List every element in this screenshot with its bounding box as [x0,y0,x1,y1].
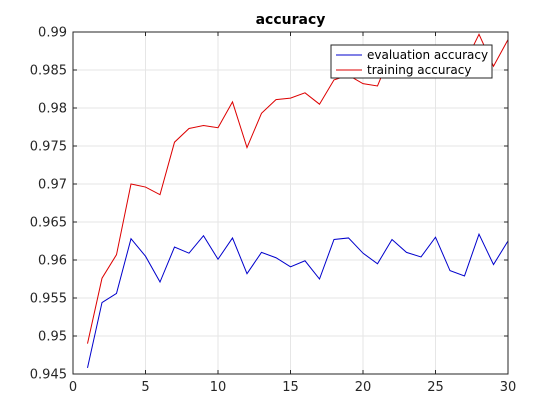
series-line-evaluation-accuracy [87,232,509,369]
y-tick-label: 0.96 [38,254,67,269]
legend-label: evaluation accuracy [367,48,488,62]
x-tick-label: 10 [210,380,227,395]
x-tick-label: 30 [500,380,517,395]
y-tick-label: 0.98 [38,102,67,117]
y-tick-label: 0.99 [38,26,67,41]
x-tick-label: 25 [427,380,444,395]
y-tick-label: 0.965 [30,216,67,231]
x-tick-label: 20 [355,380,372,395]
y-tick-label: 0.945 [30,368,67,383]
y-tick-label: 0.955 [30,292,67,307]
y-tick-label: 0.95 [38,330,67,345]
y-tick-label: 0.97 [38,178,67,193]
axis-ticks: 0 5 10 15 20 25 30 0.945 0.95 0.955 0.96 0.965 0.97 0… [30,26,516,396]
y-tick-label: 0.985 [30,64,67,79]
x-tick-label: 15 [282,380,299,395]
x-tick-label: 5 [141,380,149,395]
y-tick-label: 0.975 [30,140,67,155]
x-tick-label: 0 [69,380,77,395]
chart-title: accuracy [256,12,326,28]
legend-box [330,44,493,79]
legend-label: training accuracy [367,63,471,77]
